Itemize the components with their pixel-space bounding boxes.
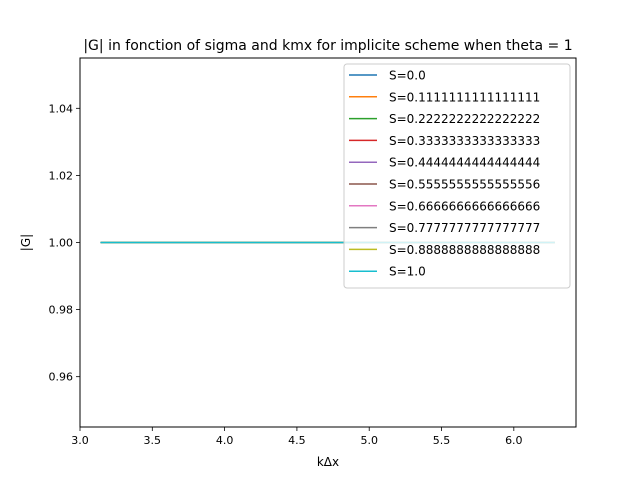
y-tick-label: 1.02 bbox=[49, 169, 74, 182]
legend-label: S=0.5555555555555556 bbox=[389, 178, 540, 192]
y-axis-label: |G| bbox=[19, 234, 33, 251]
legend-label: S=0.4444444444444444 bbox=[389, 156, 540, 170]
x-axis-label: kΔx bbox=[317, 455, 339, 469]
y-tick-label: 0.98 bbox=[49, 304, 74, 317]
legend-box bbox=[343, 63, 571, 289]
legend-label: S=0.7777777777777777 bbox=[389, 221, 540, 235]
x-tick-label: 4.5 bbox=[288, 434, 306, 447]
legend-label: S=1.0 bbox=[389, 265, 426, 279]
x-tick-label: 3.5 bbox=[144, 434, 162, 447]
y-tick-label: 1.00 bbox=[49, 237, 74, 250]
chart-title: |G| in fonction of sigma and kmx for imp… bbox=[83, 38, 572, 54]
legend-label: S=0.3333333333333333 bbox=[389, 134, 540, 148]
legend-label: S=0.2222222222222222 bbox=[389, 112, 540, 126]
legend: S=0.0 S=0.1111111111111111 S=0.22222222222… bbox=[343, 63, 571, 289]
legend-label: S=0.6666666666666666 bbox=[389, 199, 540, 213]
x-axis-ticks: 3.0 3.5 4.0 4.5 5.0 5.5 6.0 bbox=[71, 427, 523, 447]
legend-label: S=0.1111111111111111 bbox=[389, 90, 540, 104]
x-tick-label: 3.0 bbox=[71, 434, 89, 447]
y-tick-label: 0.96 bbox=[49, 371, 74, 384]
legend-label: S=0.8888888888888888 bbox=[389, 243, 540, 257]
x-tick-label: 5.5 bbox=[433, 434, 451, 447]
x-tick-label: 4.0 bbox=[216, 434, 234, 447]
x-tick-label: 5.0 bbox=[360, 434, 378, 447]
x-tick-label: 6.0 bbox=[505, 434, 523, 447]
y-axis-ticks: 0.96 0.98 1.00 1.02 1.04 bbox=[49, 102, 80, 384]
y-tick-label: 1.04 bbox=[49, 102, 74, 115]
legend-label: S=0.0 bbox=[389, 69, 426, 83]
